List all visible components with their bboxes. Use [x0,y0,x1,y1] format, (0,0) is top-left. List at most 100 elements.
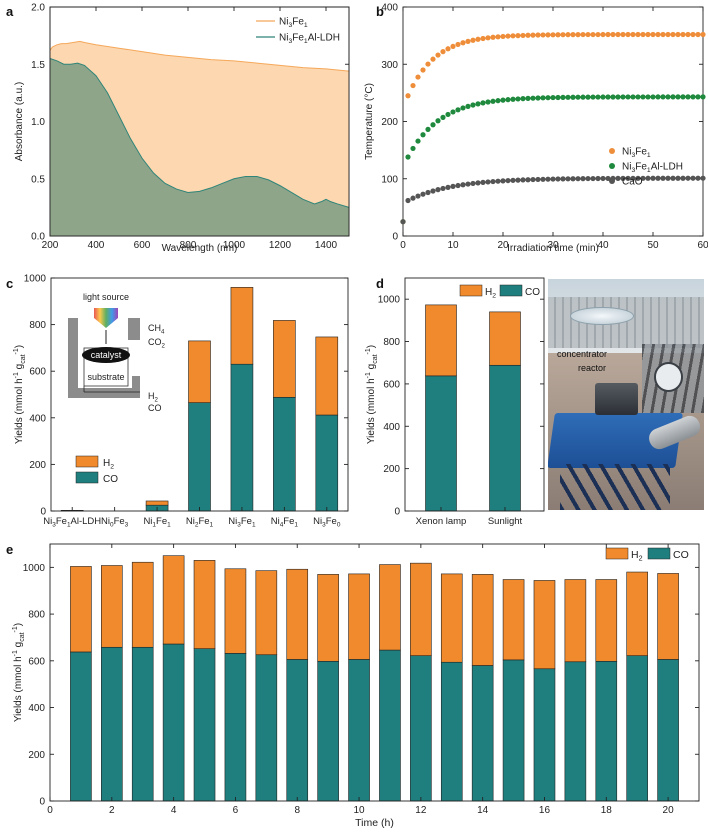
point-Ni3Fe1Al-LDH [420,132,426,138]
bar-H2 [379,564,401,651]
point-CaO [400,219,406,225]
legend-label: H2 [485,287,496,300]
bar-H2 [101,565,123,648]
point-Ni3Fe1 [490,34,496,40]
point-Ni3Fe1 [685,31,691,38]
point-CaO [695,175,701,181]
point-Ni3Fe1Al-LDH [630,94,636,100]
y-tick-label: 400 [29,413,46,424]
x-tick-label: 10 [447,240,459,251]
point-CaO [430,188,436,194]
point-CaO [685,175,691,181]
bar-H2 [193,560,216,649]
point-CaO [420,191,426,197]
y-tick-label: 200 [29,460,46,471]
point-Ni3Fe1 [595,31,601,38]
x-tick-label: 18 [601,805,613,816]
x-axis-label: Wavelength (nm) [162,243,238,254]
point-CaO [575,176,581,182]
point-Ni3Fe1Al-LDH [690,94,696,100]
point-Ni3Fe1 [530,32,536,38]
point-Ni3Fe1Al-LDH [405,154,411,160]
point-CaO [540,176,546,182]
point-Ni3Fe1 [635,31,641,38]
point-Ni3Fe1Al-LDH [485,99,491,105]
point-CaO [425,189,431,196]
bar-H2 [489,311,521,366]
point-Ni3Fe1Al-LDH [430,122,436,128]
point-Ni3Fe1Al-LDH [590,94,596,100]
legend-swatch [459,284,483,297]
bar-H2 [657,573,679,660]
point-CaO [615,175,621,181]
legend-swatch [647,547,671,560]
point-Ni3Fe1 [545,32,551,38]
point-CaO [690,175,696,181]
legend-label: Ni3Fe1Al-LDH [279,33,340,46]
bar-CO [564,661,587,802]
bar-CO [230,363,254,512]
legend-label: CO [525,287,540,298]
point-Ni3Fe1Al-LDH [635,94,641,100]
bar-H2 [348,573,370,660]
bar-H2 [230,287,254,365]
x-tick-label: 40 [597,240,609,251]
y-tick-label: 1000 [24,274,47,285]
y-tick-label: 800 [28,610,45,621]
bar-CO [471,665,494,802]
substrate-label: substrate [87,372,124,382]
point-Ni3Fe1Al-LDH [510,96,516,102]
legend-label: Ni3Fe1 [622,147,651,160]
point-Ni3Fe1Al-LDH [470,102,476,108]
photo-pressure-gauge [654,362,684,392]
x-tick-label: 4 [171,805,177,816]
point-CaO [600,175,606,182]
y-tick-label: 1.0 [31,117,45,128]
point-CaO [440,185,446,192]
point-CaO [490,178,496,185]
point-Ni3Fe1Al-LDH [570,94,576,100]
point-Ni3Fe1 [425,61,431,67]
point-Ni3Fe1 [410,82,416,89]
plot-frame [49,543,700,802]
legend-marker [609,163,615,169]
point-CaO [480,179,486,185]
bar-H2 [410,562,432,656]
point-Ni3Fe1Al-LDH [540,95,546,101]
reactor-photo: concentrator reactor [548,279,704,510]
point-Ni3Fe1Al-LDH [530,95,536,101]
point-Ni3Fe1Al-LDH [640,94,646,100]
point-Ni3Fe1 [670,31,676,38]
point-Ni3Fe1Al-LDH [445,111,451,118]
point-Ni3Fe1 [655,31,661,38]
x-axis-label: Irradiation time (min) [507,243,599,254]
x-tick-label: Ni1Fe1 [143,516,171,528]
point-CaO [445,184,451,190]
bar-CO [315,414,339,512]
point-Ni3Fe1 [420,67,426,73]
x-tick-label: 60 [697,240,708,251]
point-CaO [665,175,671,181]
y-tick-label: 200 [383,464,400,475]
bar-H2 [317,574,339,662]
y-tick-label: 800 [29,320,46,331]
y-tick-label: 400 [383,422,400,433]
point-CaO [515,177,521,183]
light-beam-icon [94,308,118,328]
legend-marker [609,148,615,154]
point-CaO [415,193,421,199]
x-tick-label: 20 [663,805,675,816]
point-Ni3Fe1Al-LDH [615,94,621,100]
area-Ni3Fe1Al-LDH [50,58,349,237]
point-CaO [485,179,491,185]
point-Ni3Fe1 [510,33,516,39]
x-tick-label: 1400 [315,240,338,251]
inlet-co2-label: CO2 [148,337,166,349]
x-tick-label: 400 [88,240,105,251]
point-CaO [460,182,466,188]
bar-H2 [440,573,463,663]
point-CaO [650,175,656,181]
legend-swatch [75,471,99,484]
point-Ni3Fe1 [605,31,611,38]
point-CaO [700,175,706,181]
